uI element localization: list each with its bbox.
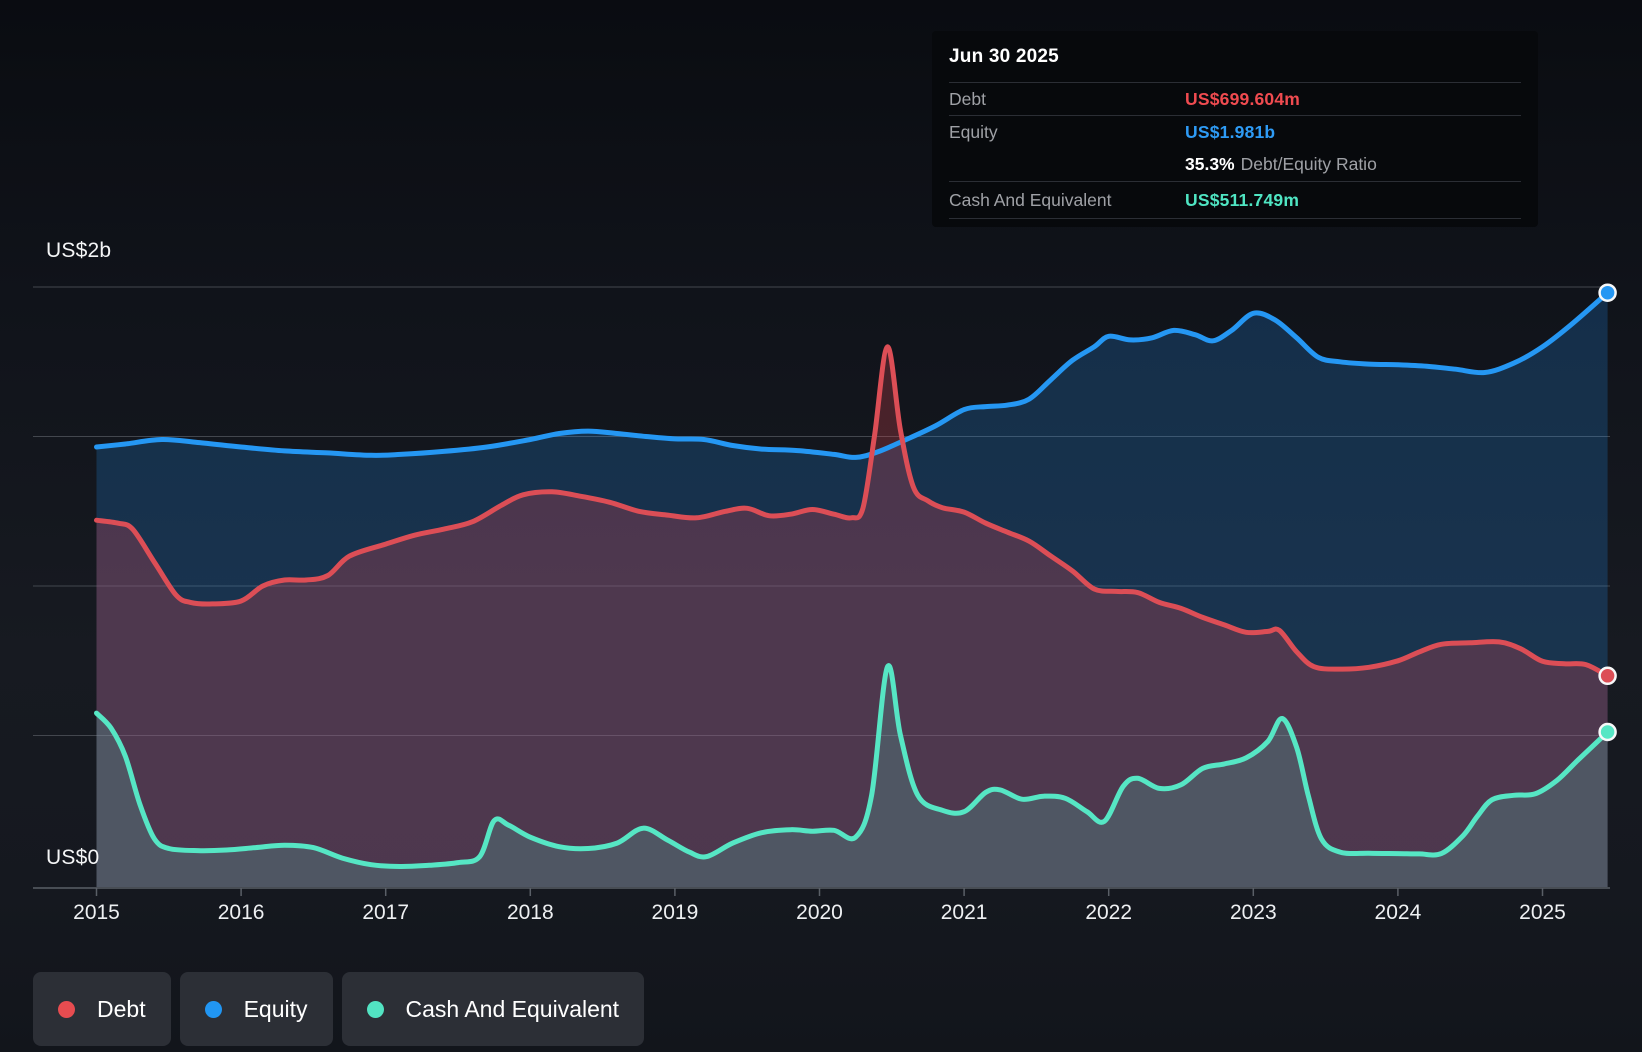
legend-chip-debt[interactable]: Debt [33,972,171,1046]
equity-end-marker [1598,283,1617,302]
tooltip-row-cash: Cash And Equivalent US$511.749m [949,181,1521,219]
chart-legend: Debt Equity Cash And Equivalent [33,972,645,1046]
y-axis-label-top: US$2b [46,239,112,262]
equity-legend-dot [204,1000,222,1018]
equity-area [96,292,1608,887]
y-axis-label-bottom: US$0 [46,846,100,869]
tooltip-row-ratio: 35.3% Debt/Equity Ratio [949,148,1521,181]
tooltip-date: Jun 30 2025 [949,45,1059,67]
x-tick-label: 2015 [73,901,120,924]
x-tick-label: 2016 [218,901,265,924]
tooltip-debt-value: US$699.604m [1185,88,1301,109]
tooltip-row-equity: Equity US$1.981b [949,115,1521,148]
cash-and-equivalent-legend-dot [366,1000,384,1018]
tooltip-row-debt: Debt US$699.604m [949,82,1521,115]
tooltip-equity-value: US$1.981b [1185,121,1276,142]
cash-and-equivalent-end-marker [1598,722,1617,742]
tooltip-equity-label: Equity [949,121,998,142]
x-tick-label: 2025 [1519,901,1566,924]
x-tick-label: 2023 [1230,901,1277,924]
debt-legend-dot [58,1000,75,1018]
cash-and-equivalent-area [96,665,1608,887]
x-tick-label: 2021 [941,901,988,924]
legend-chip-equity[interactable]: Equity [179,972,333,1046]
chart-tooltip: Jun 30 2025 Debt US$699.604m Equity US$1… [932,31,1538,227]
debt-line [94,344,1611,679]
legend-label: Debt [97,995,146,1022]
tooltip-cash-value: US$511.749m [1185,189,1300,210]
legend-chip-cash-and-equivalent[interactable]: Cash And Equivalent [341,972,645,1046]
x-tick-label: 2019 [652,901,699,924]
tooltip-cash-label: Cash And Equivalent [949,189,1112,210]
x-tick-label: 2024 [1375,901,1422,924]
tooltip-debt-label: Debt [949,88,986,109]
equity-line [94,290,1611,460]
tooltip-ratio-value: 35.3% [1185,154,1235,174]
debt-end-marker [1598,666,1617,686]
legend-label: Cash And Equivalent [405,995,620,1022]
tooltip-ratio-label: Debt/Equity Ratio [1240,154,1377,174]
legend-label: Equity [243,995,308,1022]
x-tick-label: 2022 [1085,901,1132,924]
debt-area [96,346,1608,887]
x-tick-label: 2020 [796,901,843,924]
x-tick-label: 2017 [362,901,409,924]
x-tick-label: 2018 [507,901,554,924]
cash-and-equivalent-line [94,663,1611,870]
